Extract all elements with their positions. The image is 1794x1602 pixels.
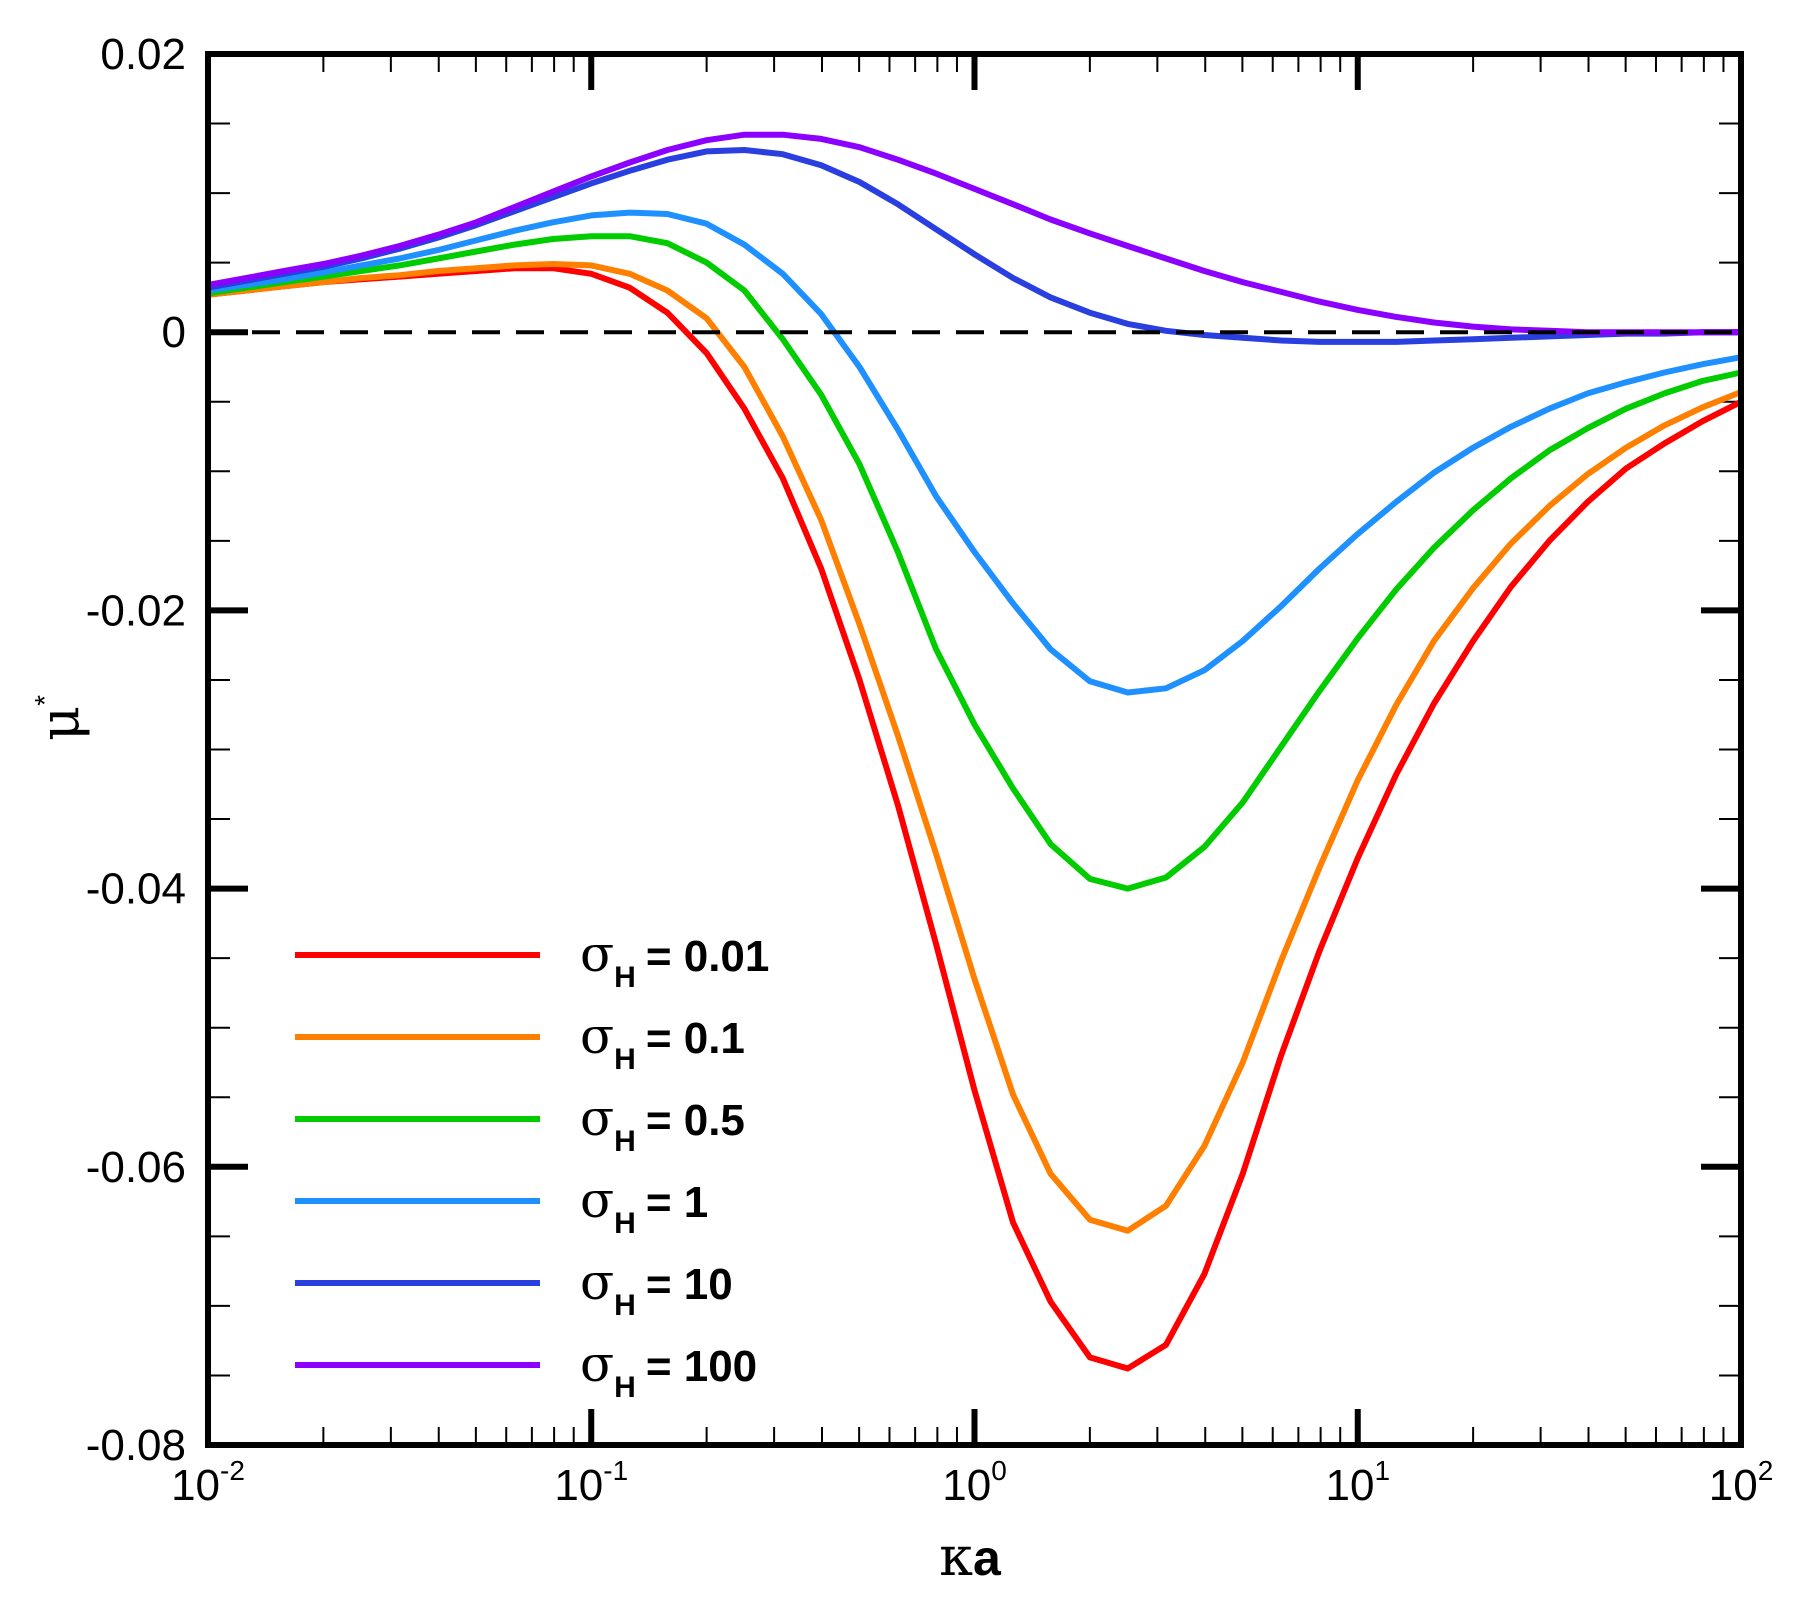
y-tick-label: 0.02: [100, 30, 186, 79]
y-axis-superscript: *: [29, 695, 60, 706]
svg-text:μ*: μ*: [28, 695, 91, 741]
y-tick-label: -0.04: [86, 865, 186, 914]
series-line-1: [207, 209, 1742, 696]
y-axis-title: μ*: [28, 695, 91, 741]
x-axis-symbol: κ: [939, 1525, 973, 1588]
x-axis-title: κa: [939, 1525, 1002, 1588]
x-axis-text: a: [973, 1530, 1002, 1586]
y-tick-labels: 0.02 0 -0.02 -0.04 -0.06 -0.08: [86, 30, 186, 1470]
legend-label: σH = 0.1: [580, 1007, 745, 1076]
legend: σH = 0.01 σH = 0.1 σH = 0.5 σH = 1 σH = 10 σH = 100: [295, 925, 769, 1404]
series-lines: [207, 131, 1743, 1372]
x-tick-labels: 10-2 10-1 100 101 102: [171, 1455, 1773, 1510]
plot-frame: [205, 51, 1744, 1448]
x-tick-label: 100: [942, 1455, 1007, 1510]
x-tick-label: 101: [1325, 1455, 1390, 1510]
series-line-0-1: [207, 261, 1743, 1234]
x-tick-label: 10-2: [171, 1455, 245, 1510]
legend-label: σH = 100: [580, 1335, 757, 1404]
y-tick-label: -0.08: [86, 1421, 186, 1470]
y-tick-label: 0: [162, 308, 186, 357]
y-axis-symbol: μ: [28, 706, 91, 741]
x-tick-label: 10-1: [554, 1455, 628, 1510]
y-tick-label: -0.06: [86, 1143, 186, 1192]
legend-label: σH = 1: [580, 1171, 708, 1240]
series-line-10: [207, 147, 1741, 345]
series-line-0-5: [207, 233, 1742, 892]
y-tick-label: -0.02: [86, 586, 186, 635]
legend-label: σH = 0.01: [580, 925, 769, 994]
minor-ticks: [208, 53, 1741, 1446]
series-line-100: [207, 131, 1741, 336]
x-tick-label: 102: [1709, 1455, 1774, 1510]
legend-label: σH = 10: [580, 1253, 733, 1322]
legend-label: σH = 0.5: [580, 1089, 745, 1158]
major-ticks: [205, 51, 1744, 1448]
